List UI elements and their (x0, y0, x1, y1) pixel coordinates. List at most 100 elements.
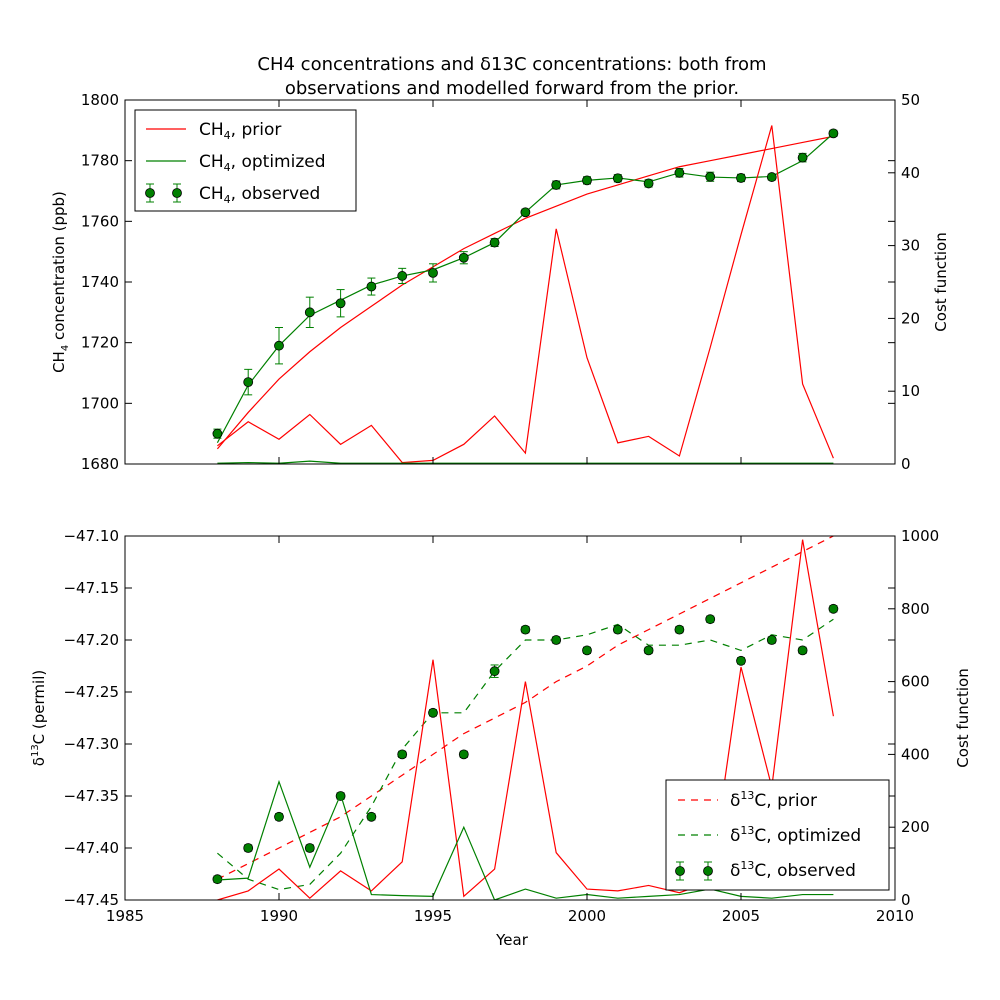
ch4-observed-concentration-point (705, 171, 716, 182)
ch4-observed-concentration-point (458, 251, 469, 265)
bottom-axes-frame (124, 535, 896, 901)
left-ytick-label: 1760 (81, 212, 119, 230)
legend-label-ch4-observed: CH4, observed (199, 184, 320, 206)
ch4-observed-concentration-point (489, 237, 500, 248)
xtick-label: 1985 (106, 907, 144, 925)
legend-swatch-d13c-observed (675, 861, 713, 881)
ch4-observed-concentration-point (397, 267, 408, 285)
ch4-observed-concentration-point (428, 263, 438, 283)
right-ytick-label: 400 (901, 745, 930, 763)
d13c-observed-concentration-point (797, 645, 808, 656)
d13c-observed-concentration-point (705, 614, 716, 625)
xtick-label: 2000 (568, 907, 606, 925)
right-ytick-label: 50 (901, 91, 920, 109)
d13c-observed-concentration-point (428, 707, 438, 718)
right-ytick-label: 40 (901, 164, 920, 182)
ch4-observed-concentration-point (797, 152, 808, 163)
d13c-observed-concentration-point (520, 624, 531, 635)
left-ytick-label: −47.35 (63, 787, 119, 805)
d13c-observed-concentration-point (551, 635, 562, 645)
ch4-prior-concentration-line (216, 135, 834, 450)
legend-label-ch4-prior: CH4, prior (199, 120, 281, 142)
ch4-observed-concentration-point (366, 277, 377, 296)
ch4-observed-concentration-point (766, 172, 777, 182)
top-left-ylabel: CH4 concentration (ppb) (50, 191, 71, 373)
d13c-observed-concentration-point (828, 603, 839, 614)
ch4-observed-concentration-point (582, 175, 592, 186)
legend-label-d13c-prior: δ13C, prior (730, 789, 817, 811)
top-right-ylabel: Cost function (932, 232, 950, 331)
chart-title: CH4 concentrations and δ13C concentratio… (257, 54, 766, 75)
top-panel: 168017001720174017601780180001020304050 … (50, 91, 950, 473)
right-ytick-label: 1000 (901, 527, 939, 545)
ch4-prior-cost-line (217, 125, 834, 464)
left-ytick-label: 1680 (81, 455, 119, 473)
d13c-observed-concentration-point (489, 664, 500, 678)
ch4-observed-concentration-point (243, 368, 254, 396)
ch4-observed-concentration-point (274, 327, 284, 365)
left-ytick-label: −47.40 (63, 839, 119, 857)
right-ytick-label: 0 (901, 455, 911, 473)
d13c-observed-concentration-point (643, 645, 654, 656)
right-ytick-label: 0 (901, 891, 911, 909)
ch4-observed-concentration-point (304, 296, 315, 328)
d13c-observed-concentration-point (582, 645, 592, 656)
d13c-observed-concentration-point (674, 624, 685, 635)
d13c-observed-concentration-point (397, 749, 408, 760)
d13c-optimized-concentration-line (217, 618, 834, 891)
left-ytick-label: −47.45 (63, 891, 119, 909)
bottom-xlabel: Year (495, 931, 529, 949)
left-ytick-label: −47.15 (63, 579, 119, 597)
bottom-right-ylabel: Cost function (954, 668, 972, 767)
d13c-observed-concentration-point (274, 811, 284, 822)
xtick-label: 2010 (876, 907, 914, 925)
chart-title-line1: CH4 concentrations and δ13C concentratio… (257, 54, 766, 75)
d13c-prior-concentration-line (217, 536, 834, 880)
d13c-observed-concentration-point (736, 655, 746, 666)
left-ytick-label: 1740 (81, 273, 119, 291)
d13c-observed-concentration-point (243, 843, 254, 853)
left-ytick-label: 1780 (81, 152, 119, 170)
xtick-label: 1990 (260, 907, 298, 925)
left-ytick-label: 1800 (81, 91, 119, 109)
left-ytick-label: −47.10 (63, 527, 119, 545)
left-ytick-label: −47.30 (63, 735, 119, 753)
ch4-observed-concentration-point (551, 180, 562, 190)
left-ytick-label: 1700 (81, 394, 119, 412)
right-ytick-label: 200 (901, 818, 930, 836)
d13c-observed-concentration-point (766, 635, 777, 645)
right-ytick-label: 800 (901, 600, 930, 618)
ch4-observed-concentration-point (612, 173, 623, 184)
right-ytick-label: 600 (901, 673, 930, 691)
legend-label-d13c-optimized: δ13C, optimized (730, 824, 861, 846)
xtick-label: 2005 (722, 907, 760, 925)
ch4-observed-concentration-point (674, 167, 685, 178)
d13c-observed-concentration-point (612, 624, 623, 635)
top-legend: CH4, prior CH4, optimized CH4, observed (134, 109, 357, 212)
chart-title-line2: observations and modelled forward from t… (285, 78, 739, 99)
ch4-optimized-cost-line (217, 460, 834, 464)
right-ytick-label: 10 (901, 382, 920, 400)
d13c-observed-concentration-point (366, 811, 377, 822)
ch4-observed-concentration-point (212, 428, 223, 439)
bottom-left-ylabel: δ13C (permil) (30, 670, 48, 766)
left-ytick-label: 1720 (81, 334, 119, 352)
xtick-label: 1995 (414, 907, 452, 925)
ch4-observed-concentration-point (828, 128, 839, 139)
d13c-observed-concentration-point (304, 843, 315, 853)
ch4-observed-concentration-point (736, 173, 746, 183)
legend-label-d13c-observed: δ13C, observed (730, 859, 856, 881)
left-ytick-label: −47.25 (63, 683, 119, 701)
bottom-legend: δ13C, prior δ13C, optimized δ13C, observ… (665, 779, 890, 891)
bottom-panel: −47.45 −47.40 −47.35 −47.30 −47.25 −47.20 −47.… (30, 527, 972, 949)
ch4-observed-concentration-point (643, 178, 654, 189)
d13c-observed-concentration-point (458, 749, 469, 760)
d13c-optimized-cost-line (217, 779, 834, 900)
legend-swatch-ch4-observed (145, 183, 182, 203)
right-ytick-label: 30 (901, 237, 920, 255)
left-ytick-label: −47.20 (63, 631, 119, 649)
legend-label-ch4-optimized: CH4, optimized (199, 152, 326, 174)
ch4-observed-concentration-point (520, 207, 531, 218)
right-ytick-label: 20 (901, 309, 920, 327)
